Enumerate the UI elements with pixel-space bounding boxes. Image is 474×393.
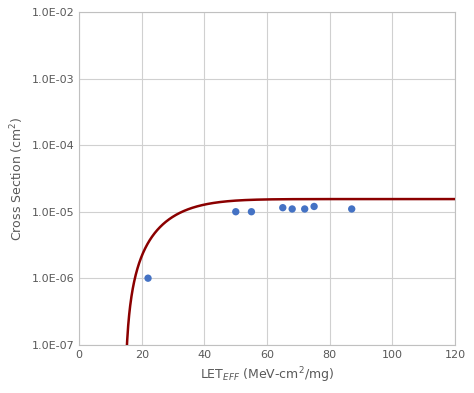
X-axis label: LET$_{EFF}$ (MeV-cm$^2$/mg): LET$_{EFF}$ (MeV-cm$^2$/mg) [200,365,334,385]
Point [247,209,255,215]
Point [288,206,296,212]
Point [301,206,309,212]
Point [144,275,152,281]
Y-axis label: Cross Section (cm$^2$): Cross Section (cm$^2$) [9,116,26,241]
Point [279,204,287,211]
Point [348,206,356,212]
Point [232,209,239,215]
Point [310,203,318,209]
